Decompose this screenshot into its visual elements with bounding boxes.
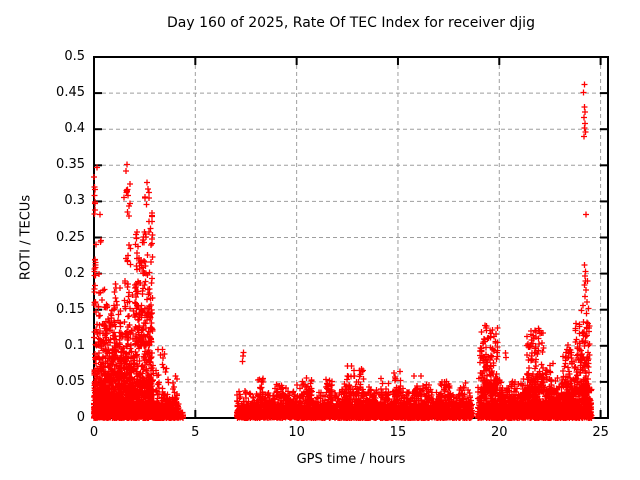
y-tick-label: 0.35 — [56, 157, 85, 173]
y-axis-title: ROTI / TECUs — [18, 194, 34, 281]
y-tick-label: 0.15 — [56, 301, 85, 317]
x-tick-label: 0 — [89, 425, 99, 440]
x-axis-title: GPS time / hours — [296, 452, 406, 467]
chart-title: Day 160 of 2025, Rate Of TEC Index for r… — [167, 15, 535, 31]
y-tick-label: 0.1 — [64, 337, 85, 353]
y-tick-label: 0.45 — [56, 85, 85, 101]
x-tick-label: 10 — [288, 425, 305, 440]
y-tick-label: 0.4 — [64, 121, 85, 137]
y-tick-label: 0.2 — [64, 265, 85, 281]
grid-lines — [95, 58, 607, 417]
y-tick-label: 0.3 — [64, 193, 85, 209]
scatter-points — [91, 81, 595, 421]
y-tick-label: 0.5 — [64, 49, 85, 64]
y-tick-label: 0.05 — [56, 373, 85, 389]
x-tick-label: 25 — [592, 425, 609, 440]
x-tick-label: 20 — [490, 425, 508, 440]
x-tick-label: 5 — [191, 425, 200, 440]
y-tick-label: 0 — [76, 410, 85, 425]
y-tick-label: 0.25 — [56, 229, 85, 245]
x-tick-label: 15 — [389, 425, 407, 440]
